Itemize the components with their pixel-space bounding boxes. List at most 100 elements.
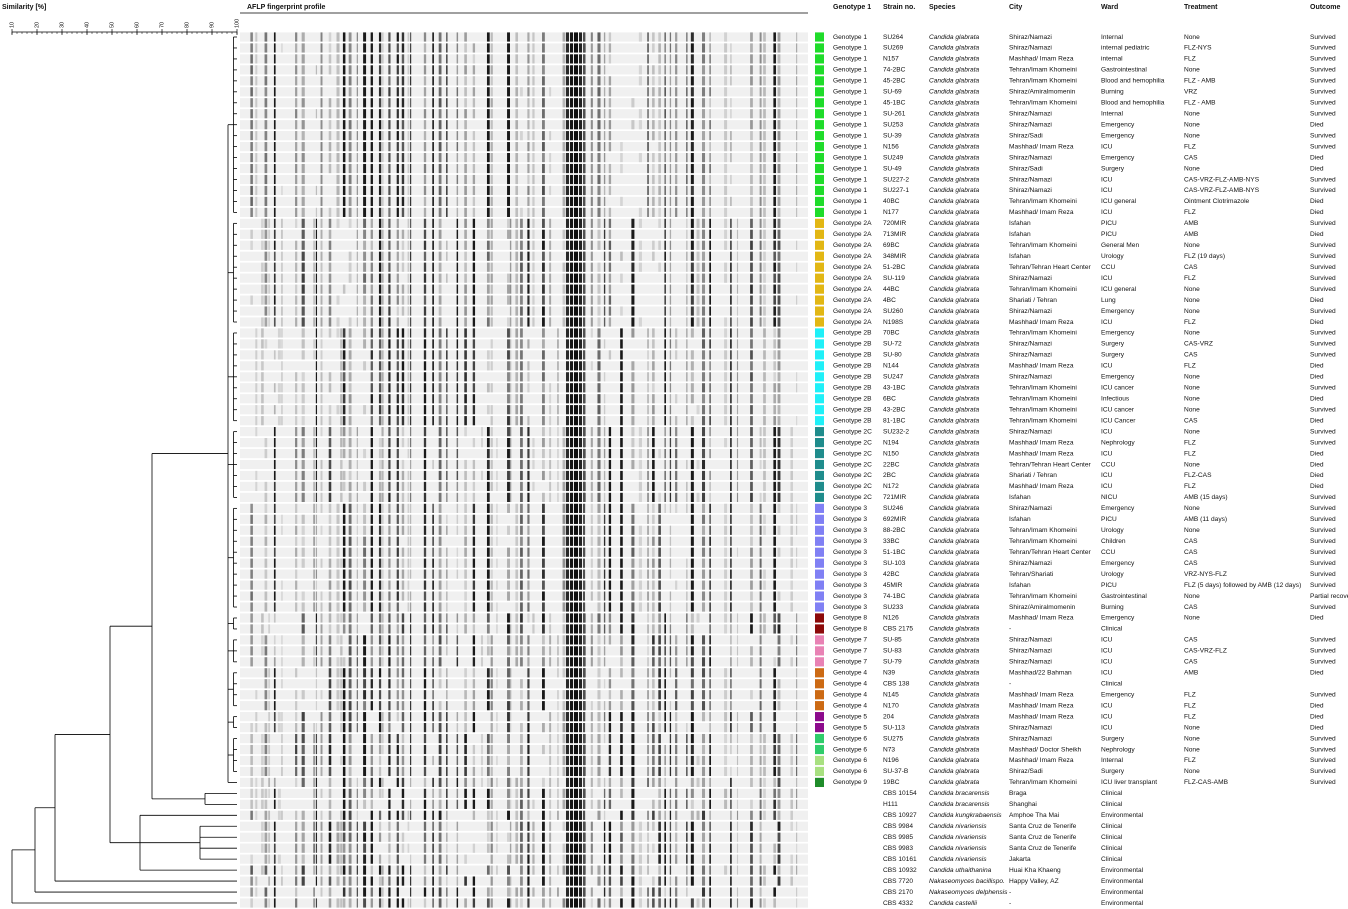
gel-band <box>737 252 738 261</box>
gel-band <box>507 372 510 381</box>
gel-lane <box>240 635 808 644</box>
gel-band <box>302 657 305 666</box>
gel-band <box>295 306 297 315</box>
gel-band <box>388 767 390 776</box>
gel-band <box>609 219 611 228</box>
gel-band <box>542 361 545 370</box>
gel-band <box>574 679 578 688</box>
gel-band <box>583 613 585 622</box>
gel-band <box>363 657 366 666</box>
gel-band <box>591 515 593 524</box>
gel-band <box>274 131 276 140</box>
gel-band <box>579 427 582 436</box>
gel-lane <box>240 76 808 85</box>
gel-band <box>464 613 467 622</box>
gel-band <box>675 76 677 85</box>
gel-band <box>579 570 582 579</box>
gel-band <box>281 230 282 239</box>
gel-band <box>563 65 566 74</box>
gel-band <box>639 460 642 469</box>
gel-band <box>737 745 738 754</box>
gel-band <box>570 438 573 447</box>
gel-band <box>563 723 566 732</box>
gel-band <box>591 701 593 710</box>
gel-lane <box>240 679 808 688</box>
gel-band <box>278 723 281 732</box>
gel-band <box>371 285 373 294</box>
gel-band <box>432 285 434 294</box>
gel-band <box>363 482 366 491</box>
gel-band <box>609 515 611 524</box>
gel-band <box>402 657 404 666</box>
gel-band <box>647 570 649 579</box>
gel-band <box>647 372 649 381</box>
gel-band <box>760 109 762 118</box>
gel-band <box>542 65 545 74</box>
gel-band <box>796 383 797 392</box>
gel-band <box>730 383 732 392</box>
gel-band <box>773 581 776 590</box>
gel-band <box>250 635 253 644</box>
gel-band <box>760 449 762 458</box>
gel-band <box>295 76 297 85</box>
gel-band <box>261 624 264 633</box>
gel-band <box>515 219 518 228</box>
gel-band <box>457 646 458 655</box>
gel-band <box>379 405 381 414</box>
gel-band <box>773 482 776 491</box>
gel-band <box>250 537 253 546</box>
gel-band <box>491 471 493 480</box>
gel-band <box>527 208 529 217</box>
gel-band <box>750 350 753 359</box>
gel-band <box>321 624 323 633</box>
gel-band <box>574 230 578 239</box>
gel-band <box>604 493 605 502</box>
gel-band <box>709 591 711 600</box>
gel-band <box>574 306 578 315</box>
gel-band <box>313 263 315 272</box>
gel-band <box>620 778 623 787</box>
gel-band <box>709 219 711 228</box>
gel-band <box>730 230 732 239</box>
gel-band <box>709 405 711 414</box>
gel-band <box>591 98 593 107</box>
gel-band <box>773 208 776 217</box>
gel-band <box>583 252 585 261</box>
gel-band <box>379 548 381 557</box>
gel-band <box>255 43 257 52</box>
gel-band <box>583 54 585 63</box>
gel-band <box>658 153 661 162</box>
gel-band <box>357 690 358 699</box>
gel-band <box>520 537 523 546</box>
gel-band <box>709 54 711 63</box>
gel-band <box>579 208 582 217</box>
gel-band <box>763 263 766 272</box>
gel-band <box>520 690 523 699</box>
gel-band <box>250 581 253 590</box>
gel-lane <box>240 317 808 326</box>
gel-band <box>343 504 346 513</box>
gel-band <box>473 591 475 600</box>
gel-band <box>604 778 605 787</box>
gel-band <box>760 65 762 74</box>
gel-band <box>439 712 442 721</box>
gel-band <box>542 219 545 228</box>
gel-band <box>579 635 582 644</box>
gel-band <box>408 438 410 447</box>
gel-band <box>302 591 305 600</box>
gel-band <box>773 613 776 622</box>
gel-band <box>697 493 700 502</box>
gel-band <box>570 559 573 568</box>
gel-band <box>371 175 373 184</box>
gel-band <box>261 274 264 283</box>
gel-band <box>381 778 383 787</box>
gel-band <box>773 756 776 765</box>
gel-band <box>268 701 270 710</box>
gel-band <box>709 164 711 173</box>
gel-band <box>609 317 611 326</box>
gel-band <box>321 98 323 107</box>
gel-band <box>381 493 383 502</box>
gel-band <box>763 789 766 798</box>
gel-band <box>686 295 688 304</box>
gel-band <box>760 712 762 721</box>
